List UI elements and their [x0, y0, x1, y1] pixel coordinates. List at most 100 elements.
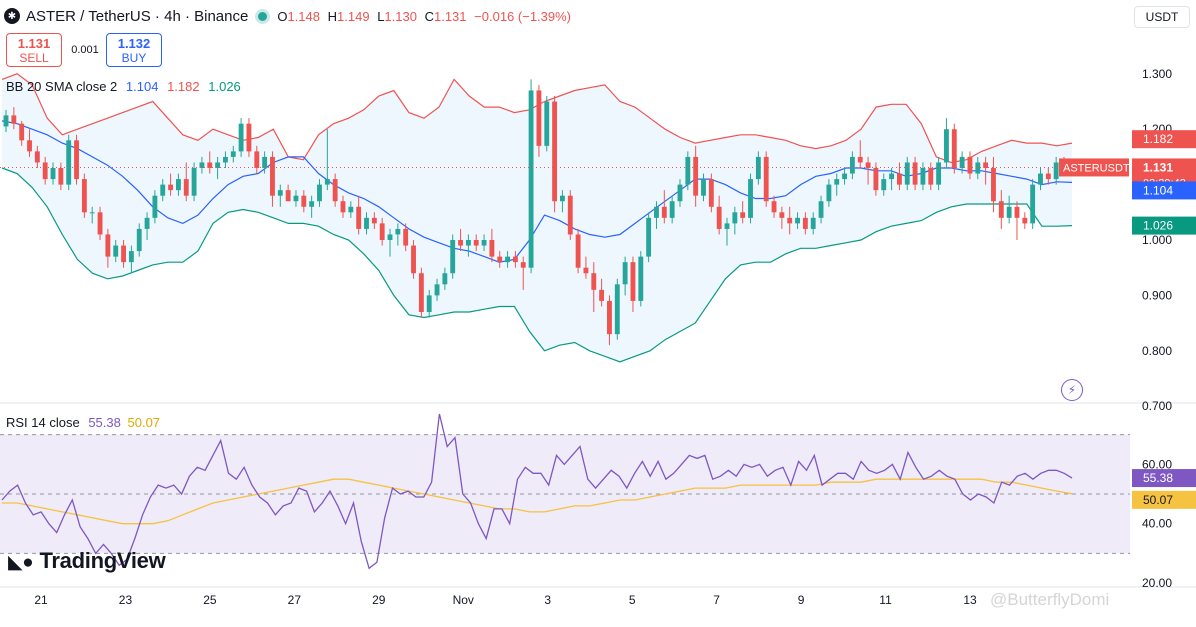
currency-button[interactable]: USDT: [1134, 6, 1190, 28]
bb-legend[interactable]: BB 20 SMA close 2 1.104 1.182 1.026: [6, 79, 241, 94]
aster-logo-icon: ✱: [4, 8, 20, 24]
candle-body: [160, 184, 166, 196]
candle-body: [646, 217, 652, 257]
bb-name: BB 20 SMA close 2: [6, 79, 118, 94]
candle-body: [904, 162, 910, 185]
candle-body: [1045, 173, 1051, 180]
candle-body: [818, 201, 824, 218]
buy-button[interactable]: 1.132 BUY: [106, 33, 162, 67]
candle-body: [152, 195, 158, 218]
bb-upper-tag-label: 1.182: [1143, 132, 1173, 146]
bb-lower-tag-label: 1.026: [1143, 219, 1173, 233]
candle-body: [489, 240, 495, 257]
candle-body: [199, 162, 205, 168]
candle-body: [732, 212, 738, 224]
rsi-tick-label: 40.00: [1142, 517, 1172, 531]
rsi-ma-value: 50.07: [127, 415, 161, 430]
candle-body: [622, 262, 628, 285]
candle-body: [607, 300, 612, 335]
candle-body: [246, 123, 252, 152]
symbol-header: ✱ ASTER / TetherUS · 4h · Binance O1.148…: [4, 6, 571, 26]
candle-body: [998, 201, 1004, 218]
symbol-title[interactable]: ASTER / TetherUS · 4h · Binance: [26, 7, 249, 25]
time-tick-label: 21: [34, 593, 48, 607]
rsi-tick-label: 60.00: [1142, 457, 1172, 471]
sell-label: SELL: [19, 51, 49, 65]
candle-body: [991, 168, 996, 202]
candle-body: [395, 228, 401, 235]
candle-body: [951, 129, 957, 168]
candle-body: [34, 151, 40, 163]
candle-body: [293, 195, 299, 202]
bb-basis-tag-label: 1.104: [1143, 183, 1173, 197]
candle-body: [936, 162, 942, 185]
bb-fill: [2, 73, 1072, 362]
candle-body: [175, 179, 181, 191]
rsi-legend[interactable]: RSI 14 close 55.38 50.07: [6, 415, 160, 430]
candle-body: [387, 234, 393, 240]
candle-body: [834, 179, 840, 185]
price-tick-label: 0.800: [1142, 344, 1172, 358]
candle-body: [254, 151, 260, 168]
candle-body: [442, 273, 448, 285]
candle-body: [708, 179, 714, 207]
bb-lower-tag-box: [1132, 216, 1196, 235]
candle-body: [967, 156, 973, 174]
candle-body: [97, 212, 103, 235]
candle-body: [66, 140, 72, 185]
candle-body: [450, 240, 456, 274]
candle-body: [121, 245, 126, 263]
rsi-line: [1, 413, 1073, 570]
candle-body: [873, 168, 879, 191]
candle-body: [42, 162, 48, 180]
candle-body: [418, 273, 424, 312]
candle-body: [567, 195, 573, 235]
change-value: −0.016 (−1.39%): [474, 8, 572, 24]
candle-body: [505, 256, 510, 263]
time-tick-label: 9: [798, 593, 805, 607]
candle-body: [677, 184, 683, 202]
bb-basis-tag-box: [1132, 181, 1196, 200]
rsi-ma-tag-label: 50.07: [1143, 493, 1173, 507]
candle-body: [11, 115, 17, 124]
candle-body: [755, 156, 761, 180]
candle-body: [238, 123, 244, 152]
time-tick-label: 29: [372, 593, 386, 607]
candle-body: [356, 206, 362, 229]
candle-body: [701, 179, 706, 196]
candle-body: [685, 156, 691, 185]
candle-body: [81, 179, 87, 213]
candle-body: [19, 123, 25, 141]
candle-body: [301, 195, 307, 207]
rsi-ma-tag-box: [1132, 490, 1196, 509]
candle-body: [1014, 206, 1020, 218]
spread-value: 0.001: [71, 44, 99, 56]
candle-body: [144, 217, 150, 229]
candle-body: [74, 140, 79, 180]
candle-body: [215, 162, 221, 168]
low-value: 1.130: [384, 8, 417, 24]
time-tick-label: Nov: [453, 593, 474, 607]
candle-body: [317, 184, 322, 202]
candle-body: [89, 212, 95, 214]
candle-body: [324, 179, 330, 185]
market-status-icon: [258, 11, 268, 21]
watermark-text: @ButterflyDomi: [990, 590, 1110, 609]
candle-body: [975, 162, 981, 174]
candle-body: [270, 156, 275, 196]
candle-body: [309, 201, 315, 207]
candle-body: [591, 273, 597, 290]
time-tick-label: 11: [879, 593, 892, 607]
candle-body: [512, 256, 518, 263]
candle-body: [58, 168, 64, 185]
candle-body: [473, 240, 479, 246]
sell-button[interactable]: 1.131 SELL: [6, 33, 62, 67]
candle-body: [889, 173, 895, 180]
price-tick-label: 1.300: [1142, 67, 1172, 81]
time-tick-label: 27: [288, 593, 302, 607]
lightning-icon[interactable]: ⚡: [1061, 379, 1083, 401]
candle-body: [27, 140, 32, 152]
candle-body: [183, 179, 189, 196]
candle-body: [481, 240, 487, 246]
